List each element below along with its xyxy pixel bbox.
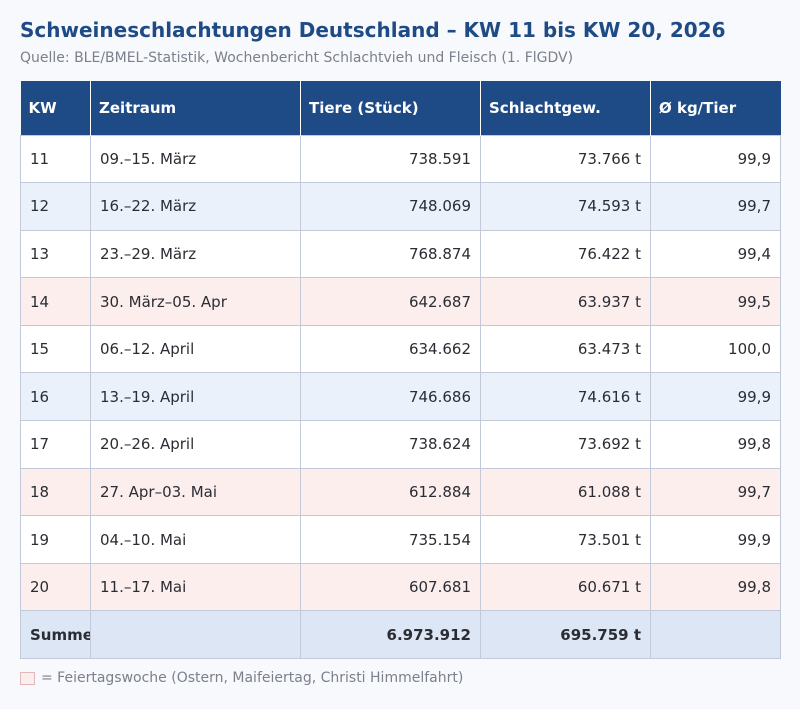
cell-gewicht: 74.616 t — [480, 372, 651, 422]
summary-empty — [90, 610, 301, 660]
cell-zeitraum: 04.–10. Mai — [90, 515, 301, 564]
cell-gewicht: 61.088 t — [480, 467, 651, 517]
cell-gewicht: 73.501 t — [480, 515, 651, 564]
cell-kg: 99,9 — [650, 134, 781, 184]
cell-zeitraum: 11.–17. Mai — [90, 562, 301, 612]
header-kg-pro-tier: Ø kg/Tier — [650, 81, 781, 135]
header-tiere: Tiere (Stück) — [300, 81, 481, 135]
cell-kg: 99,5 — [650, 277, 781, 326]
cell-kw: 20 — [20, 562, 91, 612]
source-subtitle: Quelle: BLE/BMEL-Statistik, Wochenberich… — [20, 50, 574, 66]
summary-label: Summe — [20, 610, 91, 660]
cell-zeitraum: 16.–22. März — [90, 182, 301, 231]
cell-kw: 13 — [20, 229, 91, 279]
table-row: 12 16.–22. März 748.069 74.593 t 99,7 — [20, 182, 781, 231]
cell-tiere: 768.874 — [300, 229, 481, 279]
cell-kg: 99,7 — [650, 467, 781, 517]
cell-tiere: 746.686 — [300, 372, 481, 422]
cell-kg: 99,8 — [650, 420, 781, 469]
holiday-swatch — [20, 671, 35, 685]
cell-tiere: 735.154 — [300, 515, 481, 564]
cell-zeitraum: 13.–19. April — [90, 372, 301, 422]
cell-zeitraum: 30. März–05. Apr — [90, 277, 301, 326]
summary-kg — [650, 610, 781, 660]
cell-gewicht: 76.422 t — [480, 229, 651, 279]
cell-kw: 11 — [20, 134, 91, 184]
cell-gewicht: 74.593 t — [480, 182, 651, 231]
cell-tiere: 748.069 — [300, 182, 481, 231]
cell-tiere: 607.681 — [300, 562, 481, 612]
summary-row: Summe 6.973.912 695.759 t — [20, 610, 781, 660]
cell-tiere: 738.591 — [300, 134, 481, 184]
slaughter-table: KW Zeitraum Tiere (Stück) Schlachtgew. Ø… — [20, 81, 781, 660]
legend-text: = Feiertagswoche (Ostern, Maifeiertag, C… — [41, 670, 464, 686]
cell-kg: 99,9 — [650, 372, 781, 422]
cell-kw: 18 — [20, 467, 91, 517]
table-row: 14 30. März–05. Apr 642.687 63.937 t 99,5 — [20, 277, 781, 326]
summary-tiere: 6.973.912 — [300, 610, 481, 660]
cell-tiere: 634.662 — [300, 324, 481, 374]
header-schlachtgewicht: Schlachtgew. — [480, 81, 651, 135]
cell-zeitraum: 06.–12. April — [90, 324, 301, 374]
cell-kw: 14 — [20, 277, 91, 326]
page-title: Schweineschlachtungen Deutschland – KW 1… — [20, 18, 726, 42]
cell-kw: 12 — [20, 182, 91, 231]
table-row: 18 27. Apr–03. Mai 612.884 61.088 t 99,7 — [20, 467, 781, 517]
cell-kg: 99,4 — [650, 229, 781, 279]
cell-gewicht: 73.766 t — [480, 134, 651, 184]
header-kw: KW — [20, 81, 91, 135]
table-header-row: KW Zeitraum Tiere (Stück) Schlachtgew. Ø… — [20, 81, 781, 135]
cell-kw: 19 — [20, 515, 91, 564]
cell-zeitraum: 09.–15. März — [90, 134, 301, 184]
legend: = Feiertagswoche (Ostern, Maifeiertag, C… — [20, 670, 463, 686]
cell-gewicht: 60.671 t — [480, 562, 651, 612]
cell-kg: 99,9 — [650, 515, 781, 564]
cell-kg: 100,0 — [650, 324, 781, 374]
table-row: 20 11.–17. Mai 607.681 60.671 t 99,8 — [20, 562, 781, 612]
table-row: 19 04.–10. Mai 735.154 73.501 t 99,9 — [20, 515, 781, 564]
table-row: 11 09.–15. März 738.591 73.766 t 99,9 — [20, 134, 781, 184]
cell-gewicht: 63.937 t — [480, 277, 651, 326]
cell-zeitraum: 20.–26. April — [90, 420, 301, 469]
cell-tiere: 738.624 — [300, 420, 481, 469]
table-row: 15 06.–12. April 634.662 63.473 t 100,0 — [20, 324, 781, 374]
cell-tiere: 612.884 — [300, 467, 481, 517]
cell-kw: 16 — [20, 372, 91, 422]
table-row: 17 20.–26. April 738.624 73.692 t 99,8 — [20, 420, 781, 469]
cell-zeitraum: 27. Apr–03. Mai — [90, 467, 301, 517]
table-row: 13 23.–29. März 768.874 76.422 t 99,4 — [20, 229, 781, 279]
cell-gewicht: 63.473 t — [480, 324, 651, 374]
header-zeitraum: Zeitraum — [90, 81, 301, 135]
summary-gewicht: 695.759 t — [480, 610, 651, 660]
table-row: 16 13.–19. April 746.686 74.616 t 99,9 — [20, 372, 781, 422]
cell-zeitraum: 23.–29. März — [90, 229, 301, 279]
cell-kg: 99,7 — [650, 182, 781, 231]
cell-gewicht: 73.692 t — [480, 420, 651, 469]
cell-kw: 15 — [20, 324, 91, 374]
cell-tiere: 642.687 — [300, 277, 481, 326]
cell-kw: 17 — [20, 420, 91, 469]
cell-kg: 99,8 — [650, 562, 781, 612]
